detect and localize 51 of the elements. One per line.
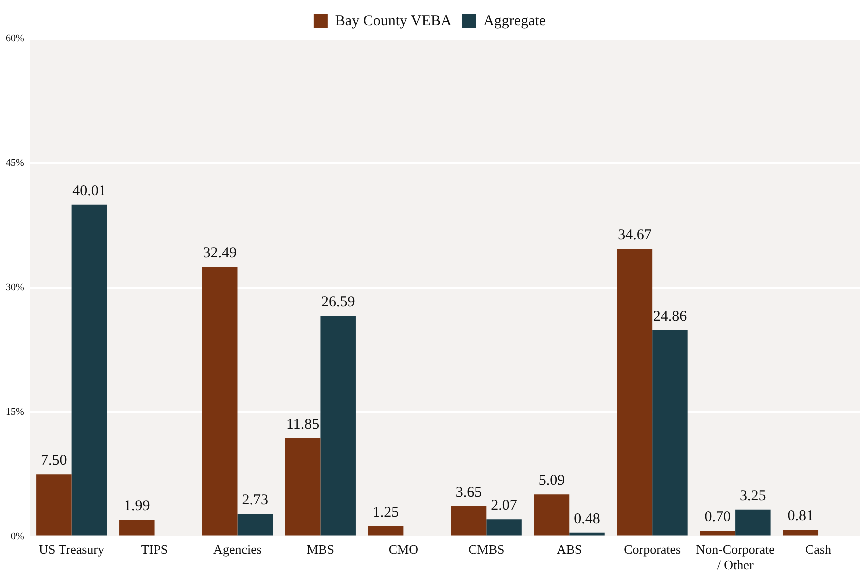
- data-label: 34.67: [618, 228, 652, 244]
- bar: [451, 506, 487, 536]
- x-tick-label: Cash: [806, 542, 832, 558]
- legend-label: Aggregate: [484, 13, 546, 30]
- x-tick-label: CMO: [388, 542, 418, 558]
- bar: [368, 526, 404, 536]
- data-label: 11.85: [286, 416, 320, 433]
- data-label: 0.81: [788, 508, 814, 525]
- bar: [72, 204, 108, 536]
- data-label: 1.99: [124, 498, 150, 515]
- data-label: 26.59: [321, 294, 356, 311]
- bar: [36, 474, 72, 536]
- data-label: 0.48: [574, 511, 600, 528]
- x-tick-label: Non-Corporate / Other: [696, 542, 776, 573]
- y-tick-label: 15%: [6, 406, 24, 418]
- bar: [570, 532, 605, 536]
- bar: [486, 520, 522, 536]
- bar: [285, 438, 321, 536]
- x-tick-label: CMBS: [468, 542, 505, 558]
- data-label: 7.50: [41, 453, 68, 470]
- y-tick-label: 0%: [10, 531, 24, 542]
- bar: [783, 530, 819, 536]
- data-label: 32.49: [203, 246, 237, 262]
- bar: [617, 249, 653, 536]
- bar: [652, 330, 688, 536]
- data-label: 3.65: [456, 484, 482, 501]
- y-tick-label: 30%: [6, 282, 24, 294]
- data-label: 2.73: [242, 492, 269, 509]
- data-label: 5.09: [538, 473, 566, 490]
- data-label: 24.86: [653, 308, 688, 325]
- data-label: 0.70: [704, 509, 732, 526]
- x-tick-label: Agencies: [214, 542, 262, 558]
- bar: [238, 514, 274, 536]
- bar: [320, 316, 356, 536]
- bar: [700, 530, 736, 536]
- legend-label: Bay County VEBA: [335, 13, 452, 30]
- data-label: 3.25: [740, 488, 766, 504]
- y-tick-label: 45%: [6, 158, 24, 170]
- x-tick-label: US Treasury: [39, 542, 105, 558]
- x-tick-label: ABS: [556, 542, 582, 558]
- bar: [120, 520, 155, 536]
- y-tick-label: 60%: [6, 34, 24, 45]
- x-tick-label: TIPS: [141, 542, 168, 558]
- bar: [534, 494, 570, 536]
- bar: [736, 510, 771, 536]
- x-tick-label: Corporates: [624, 542, 682, 558]
- x-tick-label: MBS: [306, 542, 334, 558]
- data-label: 40.01: [72, 183, 106, 200]
- data-label: 2.07: [491, 498, 518, 514]
- bar: [202, 267, 238, 536]
- data-label: 1.25: [372, 504, 400, 521]
